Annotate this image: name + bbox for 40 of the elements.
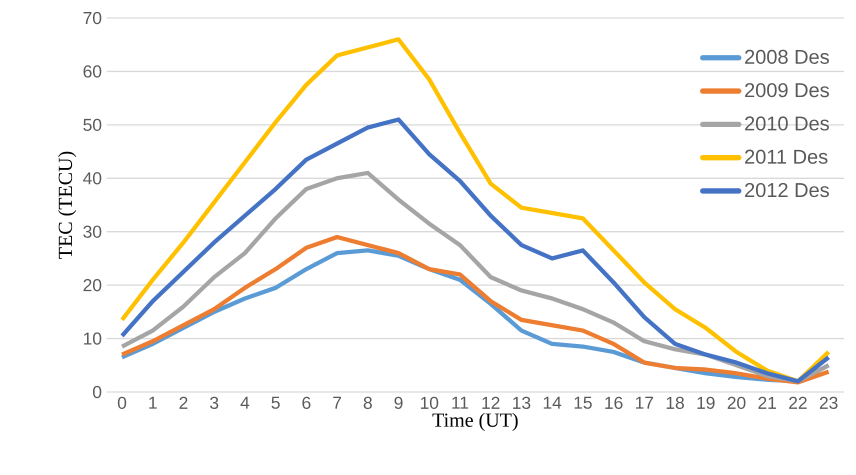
x-tick-label: 7 — [333, 396, 342, 409]
x-tick-label: 22 — [789, 396, 807, 409]
x-tick-label: 0 — [118, 396, 126, 409]
x-tick-label: 3 — [210, 396, 218, 409]
x-tick-label: 6 — [302, 396, 310, 409]
legend-label: 2010 Des — [745, 116, 829, 131]
legend-label: 2008 Des — [745, 50, 829, 64]
y-tick-label: 60 — [84, 65, 102, 78]
x-tick-label: 11 — [452, 396, 468, 409]
y-axis-title: TEC (TECU) — [58, 152, 76, 259]
y-tick-label: 70 — [84, 12, 102, 24]
y-tick-label: 20 — [84, 279, 102, 292]
legend-label: 2012 Des — [745, 182, 829, 198]
x-tick-label: 8 — [364, 396, 372, 409]
y-tick-label: 30 — [83, 226, 102, 238]
x-tick-label: 5 — [272, 396, 280, 409]
x-tick-label: 18 — [666, 396, 684, 409]
x-tick-label: 17 — [636, 396, 654, 409]
x-tick-label: 1 — [149, 396, 157, 409]
legend-label: 2011 Des — [745, 150, 828, 164]
x-tick-label: 12 — [482, 396, 500, 409]
x-tick-label: 14 — [544, 396, 562, 409]
x-tick-label: 23 — [820, 396, 838, 409]
line-series — [120, 170, 831, 384]
x-tick-label: 16 — [605, 396, 622, 409]
y-tick-label: 40 — [83, 172, 102, 184]
x-tick-label: 9 — [394, 396, 403, 409]
x-tick-label: 21 — [758, 396, 776, 409]
x-tick-label: 13 — [513, 396, 530, 409]
y-tick-label: 10 — [84, 332, 102, 345]
x-axis-title: Time (UT) — [432, 412, 518, 431]
x-tick-label: 2 — [180, 396, 188, 409]
legend-label: 2009 Des — [745, 83, 829, 98]
x-tick-label: 15 — [574, 396, 592, 409]
y-tick-label: 50 — [83, 118, 102, 131]
y-tick-label: 0 — [92, 386, 102, 398]
x-tick-label: 20 — [728, 396, 746, 409]
x-tick-label: 19 — [697, 396, 715, 409]
x-tick-label: 4 — [240, 396, 250, 409]
x-tick-label: 10 — [420, 396, 438, 409]
